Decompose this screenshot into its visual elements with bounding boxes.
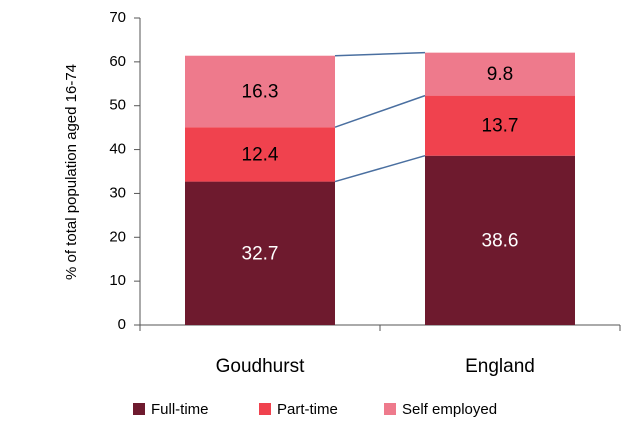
- x-tick-label: England: [465, 356, 535, 377]
- bar-segment: [185, 127, 335, 182]
- x-tick-label: Goudhurst: [216, 356, 305, 377]
- bar-segment: [425, 155, 575, 325]
- data-label: 32.7: [242, 243, 279, 264]
- connector: [334, 94, 426, 128]
- legend-swatch: [259, 403, 271, 415]
- connector: [334, 154, 426, 183]
- bar-segment: [185, 55, 335, 128]
- legend-swatch: [133, 403, 145, 415]
- legend-label: Full-time: [151, 401, 209, 418]
- y-tick-label: 40: [109, 141, 126, 158]
- y-tick-label: 0: [118, 316, 126, 333]
- bar-segment: [425, 52, 575, 96]
- y-axis-title: % of total population aged 16-74: [63, 64, 80, 280]
- data-label: 13.7: [482, 116, 519, 137]
- legend-swatch: [384, 403, 396, 415]
- y-tick-label: 50: [109, 97, 126, 114]
- data-label: 16.3: [242, 81, 279, 102]
- y-tick-label: 10: [109, 272, 126, 289]
- data-label: 9.8: [487, 64, 513, 85]
- data-label: 12.4: [242, 144, 279, 165]
- y-tick-label: 60: [109, 53, 126, 70]
- legend-label: Self employed: [402, 401, 497, 418]
- connector: [334, 51, 426, 57]
- y-tick-label: 70: [109, 9, 126, 26]
- data-label: 38.6: [482, 230, 519, 251]
- bar-segment: [425, 95, 575, 156]
- y-tick-label: 30: [109, 184, 126, 201]
- bar-segment: [185, 181, 335, 325]
- y-tick-label: 20: [109, 228, 126, 245]
- legend-label: Part-time: [277, 401, 338, 418]
